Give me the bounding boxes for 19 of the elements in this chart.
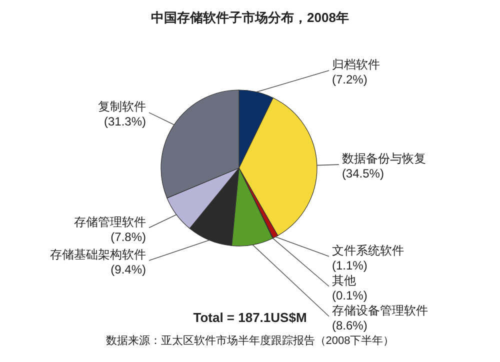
- slice-label: 归档软件: [332, 58, 380, 72]
- slice-label: 其他: [332, 273, 356, 288]
- slice-label: 存储管理软件: [74, 214, 146, 229]
- slice-label: 文件系统软件: [332, 243, 404, 258]
- data-label: (31.3%): [104, 114, 146, 129]
- text: Total = 187.1US$M: [193, 310, 307, 325]
- data-label: (1.1%): [332, 258, 368, 272]
- data-label: (0.1%): [332, 288, 368, 302]
- slice-label: 复制软件: [98, 100, 146, 114]
- source-note: 数据来源：亚太区软件市场半年度跟踪报告（2008下半年）: [106, 334, 394, 347]
- data-label: (34.5%): [342, 166, 384, 181]
- data-label: (8.6%): [332, 318, 368, 332]
- slice-label: 存储设备管理软件: [332, 303, 428, 318]
- slice-label: 数据备份与恢复: [342, 152, 426, 166]
- slice-label: 存储基础架构软件: [50, 248, 146, 262]
- data-label: (9.4%): [110, 262, 146, 277]
- data-label: (7.2%): [332, 72, 368, 87]
- data-label: (7.8%): [110, 230, 146, 244]
- chart-title: 中国存储软件子市场分布，2008年: [151, 10, 349, 25]
